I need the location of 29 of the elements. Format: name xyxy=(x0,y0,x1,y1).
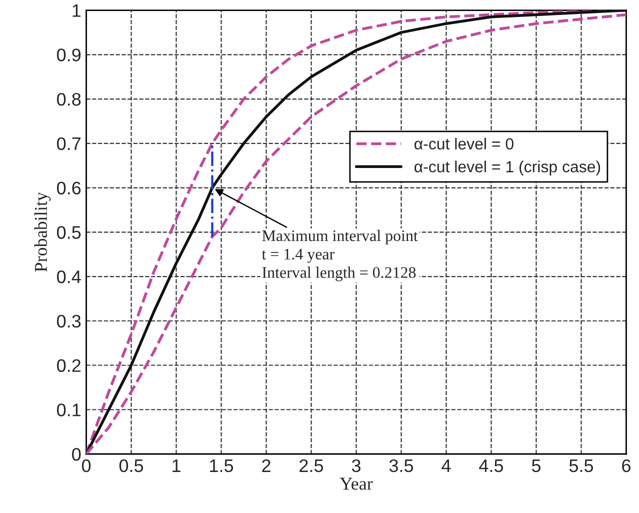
legend-label: α-cut level = 1 (crisp case) xyxy=(414,160,600,176)
x-tick-label: 0 xyxy=(82,459,91,472)
y-tick-label: 0.1 xyxy=(57,404,81,416)
y-tick-label: 1 xyxy=(72,4,81,17)
y-axis-title: Probability xyxy=(34,192,51,272)
y-tick-label: 0.4 xyxy=(57,270,81,284)
y-tick-label: 0.3 xyxy=(57,314,81,328)
legend-label: α-cut level = 0 xyxy=(414,138,514,150)
x-tick-label: 1.5 xyxy=(210,460,234,472)
annotation: Maximum interval point t = 1.4 year Interval length = 0.2128 xyxy=(262,230,418,282)
y-tick-label: 0.5 xyxy=(57,226,81,239)
x-tick-label: 5 xyxy=(532,460,540,472)
x-tick-label: 2.5 xyxy=(300,459,324,472)
x-axis-title: Year xyxy=(340,478,373,490)
x-tick-label: 3.5 xyxy=(389,459,414,472)
y-tick-label: 0.6 xyxy=(57,182,81,194)
x-tick-label: 2 xyxy=(262,459,270,472)
x-tick-label: 3 xyxy=(352,459,360,472)
x-tick-label: 4.5 xyxy=(479,460,504,472)
y-tick-label: 0.2 xyxy=(57,359,80,372)
x-tick-label: 5.5 xyxy=(569,460,594,472)
x-tick-label: 6 xyxy=(622,459,630,472)
x-tick-label: 1 xyxy=(172,460,180,472)
y-tick-label: 0.7 xyxy=(57,137,80,150)
y-tick-label: 0.8 xyxy=(57,92,81,106)
y-tick-label: 0 xyxy=(72,448,81,461)
y-tick-label: 0.9 xyxy=(57,48,81,62)
x-tick-label: 0.5 xyxy=(119,459,144,472)
x-tick-label: 4 xyxy=(442,460,451,472)
